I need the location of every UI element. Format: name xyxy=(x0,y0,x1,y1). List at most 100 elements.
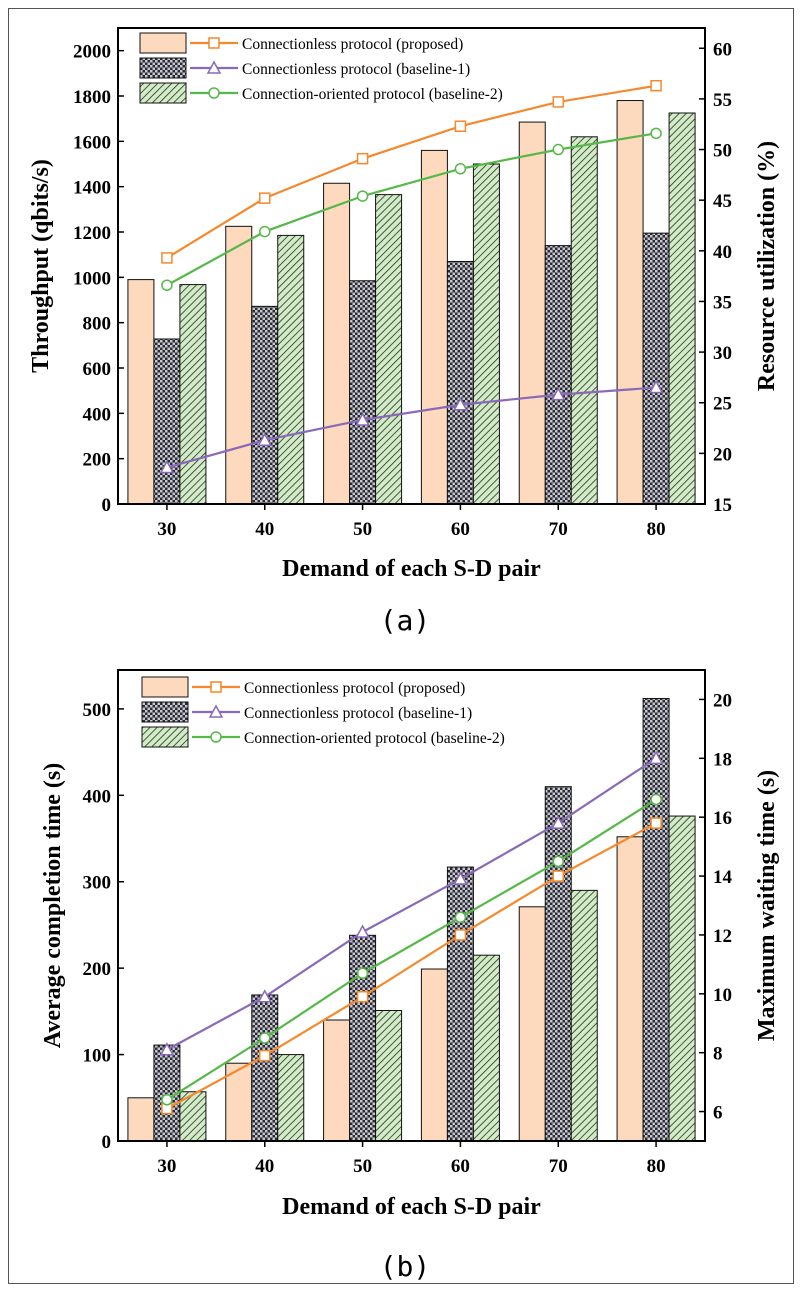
line-1 xyxy=(166,386,657,469)
x-axis-title: Demand of each S-D pair xyxy=(282,556,541,582)
x-tick-label: 50 xyxy=(353,519,372,540)
bar-2-1 xyxy=(277,1054,305,1142)
marker-0-4 xyxy=(552,870,564,882)
y2-tick-label: 25 xyxy=(713,394,732,415)
legend-label-2: Connection-oriented protocol (baseline-2… xyxy=(242,86,503,103)
line-2 xyxy=(166,132,657,287)
y2-tick-label: 6 xyxy=(713,1103,723,1124)
marker-0-1 xyxy=(259,1049,271,1062)
marker-1-4 xyxy=(550,387,566,401)
bar-0-3 xyxy=(420,968,448,1142)
y2-axis-title: Resource utilization (%) xyxy=(754,141,780,391)
x-tick-label: 30 xyxy=(157,519,176,540)
marker-0-2 xyxy=(356,991,369,1003)
y2-tick-label: 50 xyxy=(713,141,732,162)
bar-1-4 xyxy=(544,245,572,505)
line-1 xyxy=(166,757,657,1051)
bar-2-1 xyxy=(277,234,305,505)
marker-2-4 xyxy=(552,855,564,868)
marker-2-1 xyxy=(259,1032,271,1044)
bar-0-4 xyxy=(518,121,546,505)
caption-b: (b) xyxy=(380,1250,431,1283)
y2-tick-label: 35 xyxy=(713,292,732,313)
bar-2-4 xyxy=(570,136,598,505)
marker-1-4 xyxy=(550,815,566,829)
marker-1-5 xyxy=(648,750,664,765)
y2-tick-label: 30 xyxy=(713,343,732,364)
marker-0-1 xyxy=(259,192,271,204)
y-tick-label: 600 xyxy=(83,359,112,380)
legend-marker-0 xyxy=(208,37,220,49)
y-tick-label: 300 xyxy=(83,873,112,894)
y2-tick-label: 60 xyxy=(713,39,732,60)
bar-0-2 xyxy=(323,1019,351,1142)
bar-1-0 xyxy=(153,338,181,505)
x-tick-label: 80 xyxy=(647,1156,666,1177)
marker-1-5 xyxy=(648,379,664,394)
legend-marker-0 xyxy=(210,681,222,693)
x-tick-label: 60 xyxy=(451,519,470,540)
marker-2-5 xyxy=(650,127,662,140)
marker-1-1 xyxy=(257,989,273,1003)
x-tick-label: 40 xyxy=(255,1156,274,1177)
bar-0-4 xyxy=(518,906,546,1142)
line-2 xyxy=(166,798,657,1101)
x-tick-label: 70 xyxy=(549,1156,568,1177)
x-axis-title: Demand of each S-D pair xyxy=(282,1194,541,1220)
legend-marker-2 xyxy=(208,87,220,99)
legend-label-1: Connectionless protocol (baseline-1) xyxy=(242,61,470,78)
y-tick-label: 0 xyxy=(102,1132,112,1153)
legend-label-0: Connectionless protocol (proposed) xyxy=(244,680,465,697)
marker-2-3 xyxy=(454,911,467,924)
plot-frame xyxy=(117,669,706,1142)
y-tick-label: 100 xyxy=(83,1046,112,1067)
y-axis-title: Throughput (qbits/s) xyxy=(28,159,54,373)
x-tick-label: 50 xyxy=(353,1156,372,1177)
x-tick-label: 60 xyxy=(451,1156,470,1177)
bar-0-0 xyxy=(127,279,155,505)
marker-0-0 xyxy=(161,252,173,264)
bar-0-1 xyxy=(225,225,253,505)
marker-1-0 xyxy=(159,459,175,474)
y2-tick-label: 8 xyxy=(713,1044,723,1065)
y-tick-label: 200 xyxy=(83,959,112,980)
bar-0-2 xyxy=(323,182,351,505)
y-tick-label: 1600 xyxy=(73,132,111,153)
legend-swatch-0 xyxy=(139,32,187,54)
bar-2-0 xyxy=(179,284,207,505)
marker-0-4 xyxy=(552,96,564,108)
y-tick-label: 500 xyxy=(83,700,112,721)
line-0 xyxy=(166,822,657,1110)
chart-a: 0 200 400 600 800 1000 1200 1400 1600 1800 2000 15 2… xyxy=(28,27,780,582)
marker-2-2 xyxy=(356,190,369,202)
caption-a: (a) xyxy=(380,604,431,637)
bar-1-3 xyxy=(446,260,474,505)
y2-axis-title: Maximum waiting time (s) xyxy=(754,770,780,1041)
x-tick-label: 70 xyxy=(549,519,568,540)
legend-swatch-2 xyxy=(141,726,189,748)
marker-0-3 xyxy=(454,929,467,941)
marker-1-2 xyxy=(355,412,370,426)
legend-swatch-1 xyxy=(139,57,187,79)
x-tick-label: 40 xyxy=(255,519,274,540)
bar-2-2 xyxy=(375,1010,403,1142)
y-tick-label: 400 xyxy=(83,404,112,425)
y2-tick-label: 18 xyxy=(713,749,732,770)
y-tick-label: 2000 xyxy=(73,42,111,63)
legend-label-2: Connection-oriented protocol (baseline-2… xyxy=(244,730,505,747)
y-tick-label: 1000 xyxy=(73,268,111,289)
y-tick-label: 1800 xyxy=(73,87,111,108)
marker-1-2 xyxy=(355,924,370,938)
legend-label-1: Connectionless protocol (baseline-1) xyxy=(244,705,472,722)
y2-tick-label: 16 xyxy=(713,808,732,829)
y-axis-title: Average completion time (s) xyxy=(40,763,66,1048)
bar-2-4 xyxy=(570,889,598,1142)
bar-0-5 xyxy=(616,836,644,1142)
y-tick-label: 200 xyxy=(83,450,112,471)
marker-1-1 xyxy=(257,432,273,446)
marker-2-0 xyxy=(161,1094,173,1106)
y2-tick-label: 12 xyxy=(713,926,732,947)
bar-1-4 xyxy=(544,786,572,1142)
bar-2-3 xyxy=(472,163,500,505)
bar-2-5 xyxy=(668,815,696,1142)
